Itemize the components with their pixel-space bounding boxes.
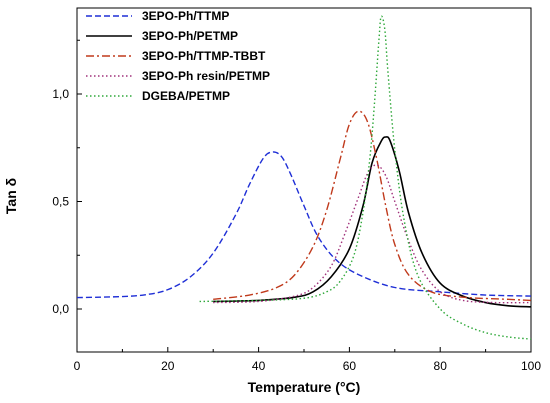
- x-tick-label: 80: [434, 359, 448, 373]
- legend-label: 3EPO-Ph/PETMP: [142, 29, 238, 43]
- y-tick-label: 1,0: [52, 87, 69, 101]
- x-tick-label: 40: [252, 359, 266, 373]
- x-tick-label: 100: [521, 359, 541, 373]
- legend-label: 3EPO-Ph resin/PETMP: [142, 69, 270, 83]
- legend-label: 3EPO-Ph/TTMP: [142, 9, 229, 23]
- x-axis-title: Temperature (°C): [248, 379, 361, 395]
- legend: 3EPO-Ph/TTMP 3EPO-Ph/PETMP 3EPO-Ph/TTMP-TB…: [86, 9, 270, 103]
- x-tick-label: 20: [161, 359, 175, 373]
- series-line-4: [213, 164, 532, 304]
- y-axis-title: Tan δ: [3, 178, 19, 214]
- y-tick-label: 0,0: [52, 302, 69, 316]
- plot-area: 0 20 40 60 80 100 0,0 0,5 1,0: [52, 7, 541, 373]
- series-line-5: [199, 15, 532, 340]
- x-axis-ticks: 0 20 40 60 80 100: [74, 347, 541, 373]
- series-layer: [76, 15, 532, 340]
- series-line-2: [213, 136, 532, 308]
- x-tick-label: 0: [74, 359, 81, 373]
- y-tick-label: 0,5: [52, 195, 69, 209]
- legend-label: DGEBA/PETMP: [142, 89, 230, 103]
- legend-label: 3EPO-Ph/TTMP-TBBT: [142, 49, 266, 63]
- x-tick-label: 60: [343, 359, 357, 373]
- y-axis-ticks: 0,0 0,5 1,0: [52, 39, 82, 316]
- series-line-3: [213, 110, 532, 302]
- series-line-1: [76, 151, 532, 299]
